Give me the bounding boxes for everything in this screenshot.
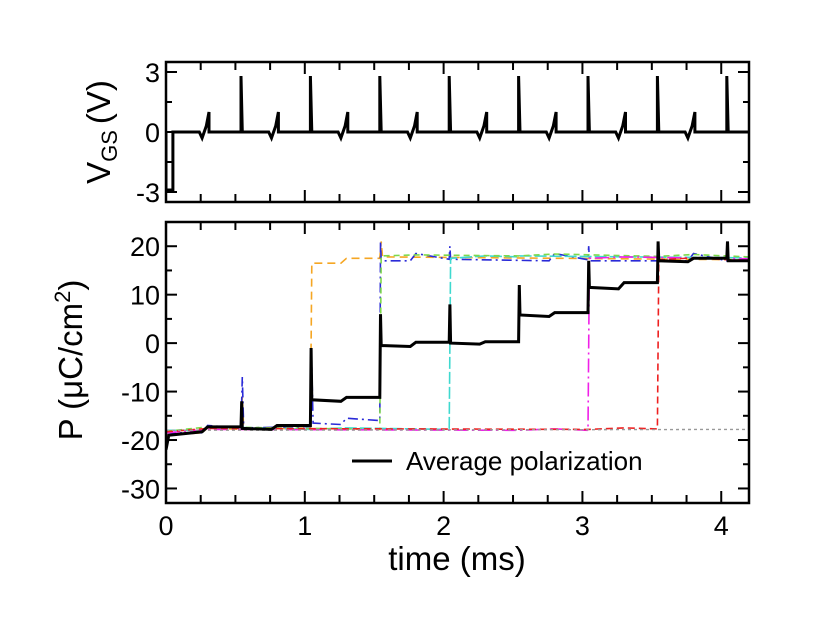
legend-label-average: Average polarization xyxy=(406,446,643,476)
bottom-ticks xyxy=(165,221,749,503)
bottom-ylabel: P (μC/cm2) xyxy=(50,280,89,441)
xtick-label: 0 xyxy=(158,511,173,541)
xtick-label: 3 xyxy=(575,511,590,541)
bottom-plot-frame xyxy=(164,220,751,505)
ytick-label: 3 xyxy=(145,58,160,88)
bottom-xtick-labels: 0 1 2 3 4 xyxy=(158,511,728,541)
top-ylabel: VGS(V) xyxy=(80,80,122,184)
bottom-xlabel: time (ms) xyxy=(388,540,525,577)
series-line-device-4 xyxy=(166,253,749,433)
bottom-ytick-labels: -30 -20 -10 0 10 20 xyxy=(121,232,160,504)
ytick-label: -30 xyxy=(121,474,160,504)
bottom-panel: -30 -20 -10 0 10 20 0 1 2 3 4 Average polarizatio… xyxy=(50,220,751,577)
bottom-series-group xyxy=(166,241,749,450)
top-panel: -3 0 3 VGS(V) xyxy=(80,58,751,208)
ytick-label: -3 xyxy=(136,178,160,208)
series-line-device-1 xyxy=(166,241,749,436)
ytick-label: 20 xyxy=(130,232,160,262)
xtick-label: 2 xyxy=(436,511,451,541)
ytick-label: 0 xyxy=(145,329,160,359)
ytick-label: 0 xyxy=(145,118,160,148)
ytick-label: 10 xyxy=(130,281,160,311)
ytick-label: -20 xyxy=(121,426,160,456)
top-plot-frame xyxy=(164,60,751,204)
ytick-label: -10 xyxy=(121,378,160,408)
series-line-v-gs xyxy=(166,75,749,192)
xtick-label: 1 xyxy=(297,511,312,541)
top-ytick-labels: -3 0 3 xyxy=(136,58,160,208)
series-line-device-6 xyxy=(166,257,749,433)
series-line-device-5 xyxy=(166,256,749,434)
legend: Average polarization xyxy=(352,446,643,476)
series-line-average-polarization xyxy=(166,241,749,450)
series-line-device-2 xyxy=(166,241,749,434)
xtick-label: 4 xyxy=(714,511,729,541)
top-series-group xyxy=(166,75,749,192)
